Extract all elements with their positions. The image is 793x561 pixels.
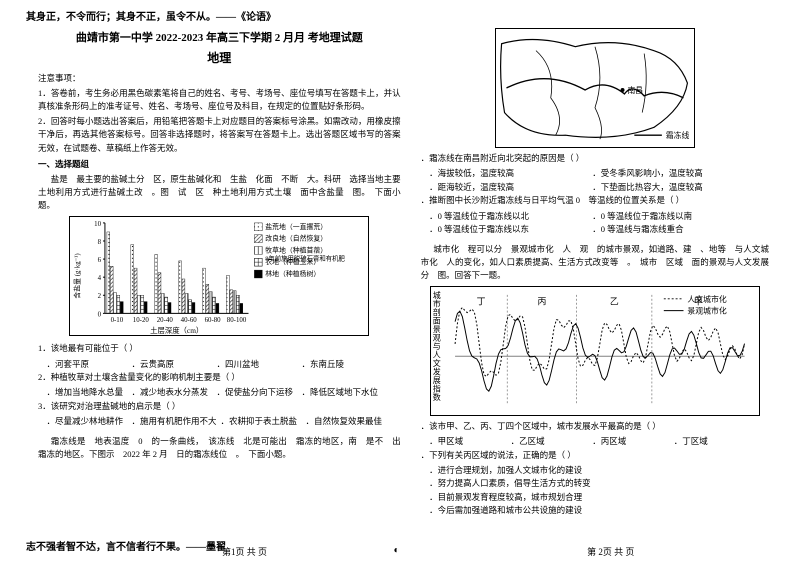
svg-text:丙: 丙 (538, 297, 547, 307)
bottom-quote: 志不强者智不达，言不信者行不果。——墨翟 (26, 538, 226, 553)
svg-text:6: 6 (98, 257, 102, 264)
q6-opt-b: ．乙区域 (511, 435, 593, 449)
notice-2: 2．回答时每小题选出答案后，用铅笔把答题卡上对应题目的答案标号涂黑。如需改动，用… (38, 115, 401, 155)
q6-opts: ．甲区域 ．乙区域 ．丙区域 ．丁区域 (429, 435, 769, 449)
svg-text:含盐量 (g·kg⁻¹): 含盐量 (g·kg⁻¹) (73, 254, 82, 299)
footer-page-left: 第1页 共 页 (222, 545, 267, 558)
svg-text:60-80: 60-80 (205, 318, 222, 325)
top-quote: 其身正，不令而行；其身不正，虽令不从。——《论语》 (26, 8, 276, 23)
map-label-frostline: 霜冻线 (666, 130, 690, 140)
svg-text:2: 2 (98, 294, 102, 301)
q3-opt-b: ．施用有机肥作用不大 (131, 415, 220, 429)
svg-text:10-20: 10-20 (133, 318, 150, 325)
q5-opt-c: ．0 等温线位于霜冻线以东 (429, 223, 592, 237)
q5-opts: ．0 等温线位于霜冻线以北 ．0 等温线位于霜冻线以南 ．0 等温线位于霜冻线以… (429, 210, 769, 237)
q1-opts: ．河套平原 ．云贵高原 ．四川盆地 ．东南丘陵 (47, 358, 401, 372)
q5-opt-a: ．0 等温线位于霜冻线以北 (429, 210, 592, 224)
line-chart-svg: 丁丙乙甲人文城市化景观城市化 (441, 287, 759, 415)
line-chart: 城市剖面景观与人文发展指数 丁丙乙甲人文城市化景观城市化 (430, 286, 760, 416)
q4-opt-d: ．下垫面比热容大，温度较高 (592, 181, 755, 195)
q4-opt-c: ．距海较近，温度较高 (429, 181, 592, 195)
exam-subject: 地理 (38, 49, 401, 68)
q6-opt-d: ．丁区域 (674, 435, 756, 449)
passage-salt: 盐是 最主要的盐碱土分 区，原生盐碱化和 生盐 化面 不断 大。科研 选择当地主… (38, 173, 401, 213)
q1-opt-a: ．河套平原 (47, 358, 132, 372)
q7-opt-c: ．目前景观发育程度较高，城市规划合理 (429, 491, 769, 504)
q1-stem: 1．该地最有可能位于（ ） (38, 342, 401, 355)
notice-1: 1．答卷前，考生务必用黑色碳素笔将自己的姓名、考号、考场号、座位号填写在答题卡上… (38, 87, 401, 113)
line-chart-ylabel: 城市剖面景观与人文发展指数 (431, 287, 441, 415)
q4-opts: ．海拔较低，温度较高 ．受冬季风影响小，温度较高 ．距海较近，温度较高 ．下垫面… (429, 167, 769, 194)
q3-opt-c: ．农耕抑于表土脱盐 (221, 415, 306, 429)
bar-chart: 0 2 4 6 8 10 含盐量 (g·kg⁻¹) 0-10 10-20 20-40 40-60 60… (69, 216, 369, 336)
svg-text:人文城市化: 人文城市化 (688, 294, 727, 304)
svg-text:40-60: 40-60 (181, 318, 198, 325)
q2-opt-b: ．减少地表水分蒸发 (131, 386, 216, 400)
q7-stem: ．下列有关丙区域的说法，正确的是（ ） (421, 449, 769, 462)
footer-mid-icon: ◐ (393, 545, 399, 556)
svg-text:林地（种植杨树）: 林地（种植杨树） (266, 269, 321, 278)
svg-text:盐荒地（一直撂荒）: 盐荒地（一直撂荒） (266, 222, 328, 231)
section-1-head: 一、选择题组 (38, 158, 401, 171)
svg-text:土层深度（cm）: 土层深度（cm） (150, 326, 203, 335)
exam-page: 曲靖市第一中学 2022-2023 年高三下学期 2 月月 考地理试题 地理 注… (30, 28, 777, 533)
q7-opt-d: ．今后需加强道路和城市公共设施的建设 (429, 504, 769, 517)
q7-opt-b: ．努力提高人口素质，倡导生活方式的转变 (429, 477, 769, 490)
q6-opt-a: ．甲区域 (429, 435, 511, 449)
q2-stem: 2．种植牧草对土壤含盐量变化的影响机制主要是（ ） (38, 371, 401, 384)
q3-opt-a: ．尽量减少林地耕作 (47, 415, 132, 429)
notice-head: 注意事项： (38, 72, 401, 85)
map-label-nanchang: 南昌 (627, 85, 643, 95)
q1-opt-c: ．四川盆地 (216, 358, 301, 372)
svg-text:8: 8 (98, 239, 102, 246)
q3-opt-d: ．自然恢复效果最佳 (305, 415, 390, 429)
q5-opt-d: ．0 等温线与霜冻线重合 (592, 223, 755, 237)
column-left: 曲靖市第一中学 2022-2023 年高三下学期 2 月月 考地理试题 地理 注… (30, 28, 411, 533)
svg-text:10: 10 (94, 221, 101, 228)
frost-map-svg: 南昌 霜冻线 (496, 29, 694, 147)
q2-opts: ．增加当地降水总量 ．减少地表水分蒸发 ．促使盐分向下运移 ．降低区域地下水位 (47, 386, 401, 400)
column-right: 南昌 霜冻线 ．霜冻线在南昌附近向北突起的原因是（ ） ．海拔较低，温度较高 ．… (411, 28, 777, 533)
passage-city: 城市化 程可以分 景观城市化 人 观 的城市景观，如道路、建 、地等 与人文城市… (421, 243, 769, 283)
q3-stem: 3．该研究对治理盐碱地的启示是（ ） (38, 400, 401, 413)
q7-opt-a: ．进行合理规划，加强人文城市化的建设 (429, 464, 769, 477)
q3-opts: ．尽量减少林地耕作 ．施用有机肥作用不大 ．农耕抑于表土脱盐 ．自然恢复效果最佳 (47, 415, 401, 429)
q7-opts: ．进行合理规划，加强人文城市化的建设 ．努力提高人口素质，倡导生活方式的转变 ．… (429, 464, 769, 517)
exam-title: 曲靖市第一中学 2022-2023 年高三下学期 2 月月 考地理试题 (38, 30, 401, 47)
q2-opt-d: ．降低区域地下水位 (301, 386, 386, 400)
q6-stem: ．该市甲、乙、丙、丁四个区域中，城市发展水平最高的是（ ） (421, 420, 769, 433)
svg-text:改良地（自然恢复）: 改良地（自然恢复） (266, 234, 328, 243)
q1-opt-b: ．云贵高原 (131, 358, 216, 372)
frost-map: 南昌 霜冻线 (495, 28, 695, 148)
footer-page-right: 第 2页 共 页 (587, 545, 634, 558)
svg-text:牧草地（种植苜蓿）: 牧草地（种植苜蓿） (266, 246, 328, 255)
svg-text:8年前施用脱硫石膏和有机肥: 8年前施用脱硫石膏和有机肥 (266, 254, 346, 263)
svg-text:20-40: 20-40 (157, 318, 174, 325)
q2-opt-c: ．促使盐分向下运移 (216, 386, 301, 400)
q4-opt-b: ．受冬季风影响小，温度较高 (592, 167, 755, 181)
svg-text:80-100: 80-100 (227, 318, 247, 325)
q5-stem: ．推断图中长沙附近霜冻线与日平均气温 0 等温线的位置关系是（ ） (421, 194, 769, 207)
q4-opt-a: ．海拔较低，温度较高 (429, 167, 592, 181)
passage-frost: 霜冻线是 地表温度 0 的一条曲线， 该冻线 北是可能出 霜冻的地区，南 是不 … (38, 435, 401, 461)
svg-text:乙: 乙 (610, 297, 619, 307)
q2-opt-a: ．增加当地降水总量 (47, 386, 132, 400)
q1-opt-d: ．东南丘陵 (301, 358, 386, 372)
q5-opt-b: ．0 等温线位于霜冻线以南 (592, 210, 755, 224)
svg-text:0-10: 0-10 (111, 318, 124, 325)
q6-opt-c: ．丙区域 (592, 435, 674, 449)
svg-text:0: 0 (98, 312, 102, 319)
q4-stem: ．霜冻线在南昌附近向北突起的原因是（ ） (421, 152, 769, 165)
svg-text:丁: 丁 (477, 297, 486, 307)
bar-chart-svg: 0 2 4 6 8 10 含盐量 (g·kg⁻¹) 0-10 10-20 20-40 40-60 60… (70, 217, 368, 335)
svg-text:景观城市化: 景观城市化 (688, 306, 727, 316)
svg-text:4: 4 (98, 275, 102, 282)
